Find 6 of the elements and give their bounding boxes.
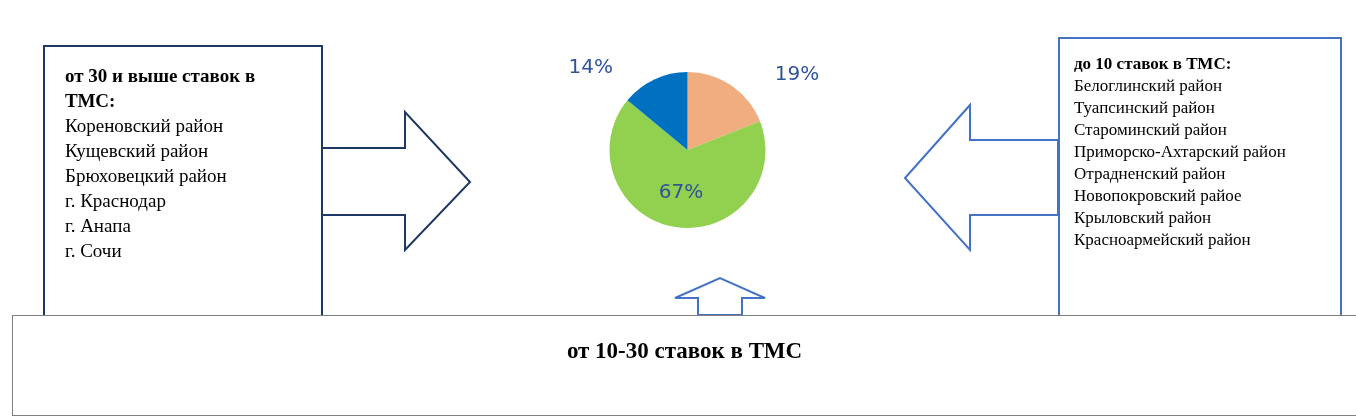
text: от 10-30 ставок в ТМС <box>565 338 804 364</box>
data-label: 14% <box>568 53 613 78</box>
data-label: 67% <box>658 179 704 204</box>
text: от 30 и выше ставок в ТМС: Кореновский район Кущевский район Брюховецкий район г. Краснодар г. Анапа г. Сочи <box>65 64 257 263</box>
text: до 10 ставок в ТМС: Белоглинский район Туапсинский район Староминский район Приморско-Ахтарский район Отрадненский район Новопокровский райое Крыловский район Красноармейский район <box>1074 54 1286 249</box>
data-label: 19% <box>774 61 820 86</box>
